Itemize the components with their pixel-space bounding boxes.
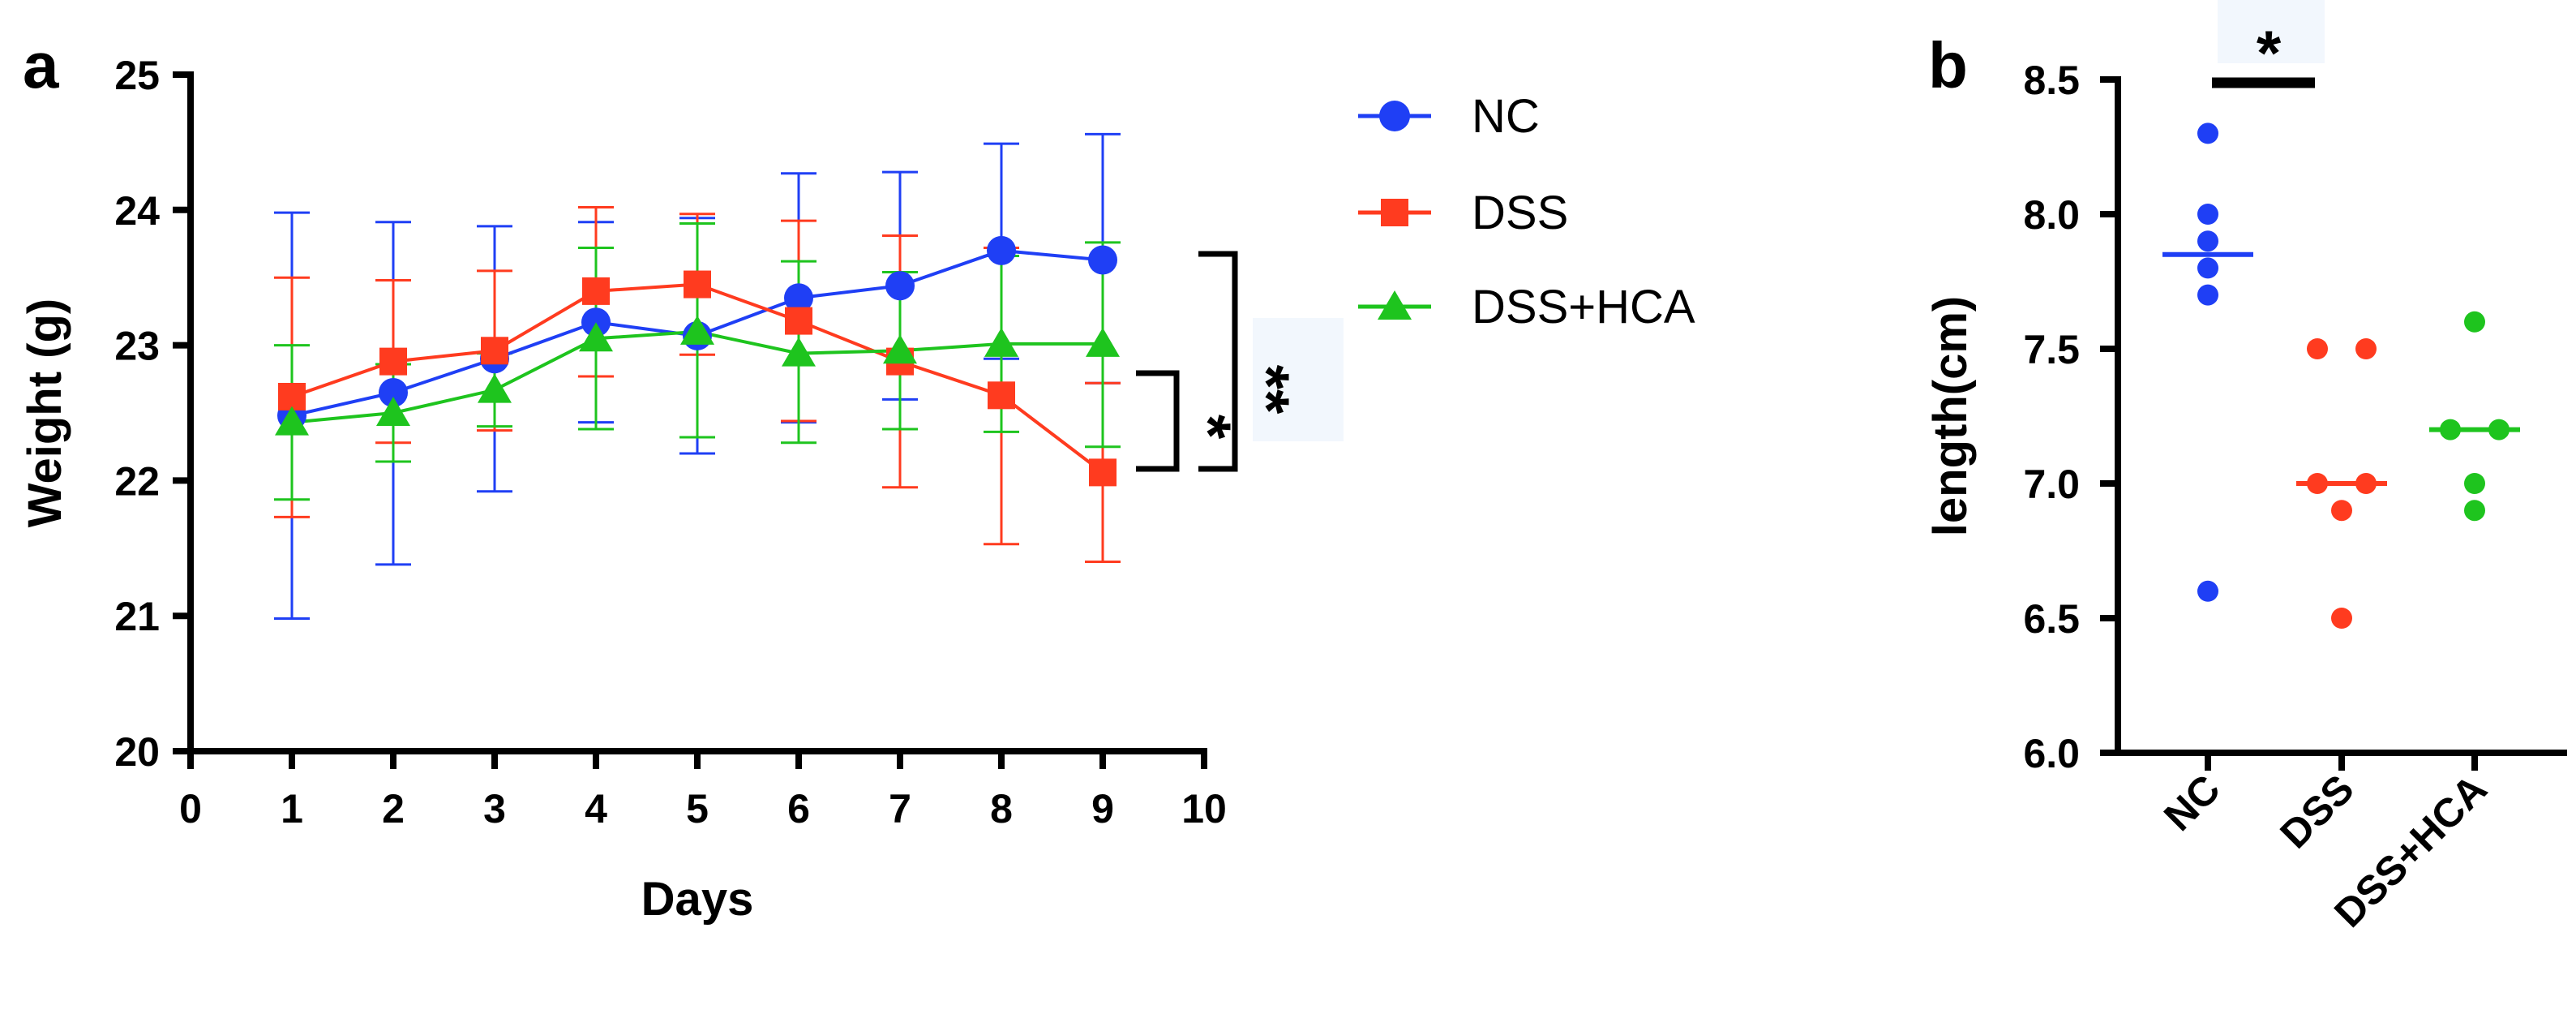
y-tick-label: 7.5: [2023, 327, 2080, 372]
data-point-dss: [582, 277, 610, 305]
panel-b-significance: *: [2212, 0, 2325, 88]
highlight-box: [2218, 0, 2325, 63]
y-tick-label: 22: [114, 458, 160, 504]
data-point-dss: [988, 381, 1015, 410]
data-point-dss-hca: [883, 334, 917, 364]
panel-a-x-axis-title: Days: [641, 873, 754, 926]
x-tick-label: NC: [2155, 766, 2229, 840]
legend-marker-dss: [1381, 199, 1408, 226]
x-tick-label: 1: [281, 786, 303, 831]
legend-marker-nc: [1379, 101, 1410, 131]
data-point-nc: [379, 377, 408, 407]
sig-star-nc-vs-dss: *: [2257, 17, 2282, 88]
panel-b-points: [2197, 122, 2510, 629]
panel-b-y-ticks: 6.0 6.5 7.0 7.5 8.0 8.5: [2023, 58, 2118, 776]
x-tick-label: DSS: [2271, 766, 2362, 857]
legend-label-dss: DSS: [1472, 187, 1568, 239]
panel-b-label: b: [1928, 29, 1968, 101]
data-point-dss-hca: [782, 337, 816, 367]
data-point-dss: [684, 270, 711, 299]
data-point-dss: [2331, 608, 2352, 629]
legend-marker-dss-hca: [1378, 290, 1412, 320]
data-point-nc: [885, 271, 915, 301]
x-tick-label: 6: [787, 786, 810, 831]
y-tick-label: 6.5: [2023, 596, 2080, 642]
data-point-nc: [2197, 257, 2218, 279]
y-tick-label: 8.0: [2023, 192, 2080, 238]
panel-a-x-ticks: 0 1 2 3 4 5 6 7 8 9 10: [179, 751, 1227, 831]
data-point-dss: [2307, 338, 2328, 359]
data-point-dss-hca: [2464, 473, 2485, 494]
panel-a-y-axis-title: Weight (g): [19, 299, 71, 527]
x-tick-label: 7: [889, 786, 911, 831]
panel-a-series-markers: [275, 235, 1120, 487]
x-tick-label: 8: [990, 786, 1013, 831]
legend-label-dss-hca: DSS+HCA: [1472, 281, 1695, 333]
y-tick-label: 8.5: [2023, 58, 2080, 103]
panel-b-medians: [2162, 251, 2520, 486]
x-tick-label: 9: [1091, 786, 1114, 831]
legend-item-nc: NC: [1358, 90, 1540, 143]
y-tick-label: 6.0: [2023, 731, 2080, 776]
legend-label-nc: NC: [1472, 90, 1540, 143]
panel-a-error-bars: [274, 132, 1121, 621]
x-tick-label: 3: [483, 786, 506, 831]
data-point-dss-hca: [1086, 327, 1120, 357]
data-point-dss-hca: [478, 373, 512, 403]
data-point-dss-hca: [984, 327, 1018, 357]
y-tick-label: 24: [114, 188, 160, 234]
bracket-dss-vs-dss-hca: [1136, 370, 1180, 472]
data-point-dss: [2355, 338, 2377, 359]
panel-a-legend: NC DSS DSS+HCA: [1358, 90, 1695, 333]
x-tick-label: 0: [179, 786, 202, 831]
data-point-nc: [1088, 245, 1117, 275]
data-point-dss-hca: [275, 406, 309, 436]
panel-a-label: a: [23, 29, 59, 101]
panel-b-y-axis-title: length(cm): [1924, 296, 1977, 536]
data-point-nc: [784, 283, 813, 313]
data-point-dss: [278, 382, 306, 410]
data-point-nc: [987, 235, 1016, 265]
y-tick-label: 25: [114, 53, 160, 98]
data-point-dss: [481, 337, 508, 365]
data-point-nc: [2197, 122, 2218, 144]
x-tick-label: 5: [686, 786, 709, 831]
y-tick-label: 7.0: [2023, 462, 2080, 507]
data-point-dss: [785, 307, 812, 335]
data-point-nc: [2197, 580, 2218, 602]
y-tick-label: 20: [114, 729, 160, 775]
data-point-nc: [2197, 204, 2218, 225]
y-tick-label: 21: [114, 594, 160, 639]
data-point-dss-hca: [2464, 500, 2485, 522]
panel-a-y-ticks: 20 21 22 23 24 25: [114, 53, 191, 775]
x-tick-label: 4: [585, 786, 607, 831]
x-tick-label: 2: [382, 786, 405, 831]
x-tick-label: 10: [1181, 786, 1227, 831]
data-point-dss-hca: [2464, 311, 2485, 333]
sig-stars-dss-vs-nc: **: [1232, 365, 1303, 415]
y-tick-label: 23: [114, 324, 160, 369]
bracket-dss-vs-nc: [1198, 251, 1238, 472]
data-point-nc: [581, 307, 611, 337]
data-point-dss: [1089, 458, 1117, 487]
legend-item-dss-hca: DSS+HCA: [1358, 281, 1695, 333]
legend-item-dss: DSS: [1358, 187, 1568, 239]
panel-a-significance: * **: [1136, 251, 1344, 472]
data-point-dss-hca: [579, 322, 613, 352]
data-point-dss-hca: [376, 397, 410, 426]
highlight-box: [1253, 318, 1344, 441]
data-point-dss: [2331, 500, 2352, 522]
data-point-dss: [379, 347, 407, 376]
data-point-nc: [2197, 284, 2218, 306]
data-point-dss-hca: [680, 315, 714, 345]
data-point-nc: [2197, 230, 2218, 252]
